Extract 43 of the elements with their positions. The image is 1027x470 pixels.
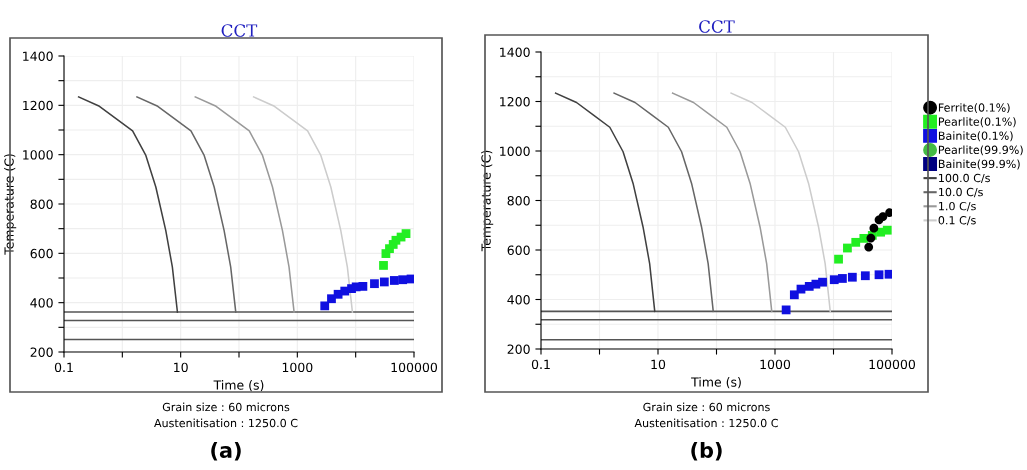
legend-label: Pearlite(99.9%) [938, 145, 1023, 156]
legend-label: 100.0 C/s [939, 173, 990, 184]
x-tick-label: 1000 [760, 359, 791, 370]
y-tick-label: 600 [30, 248, 53, 259]
y-tick-label: 800 [507, 195, 530, 206]
legend-label: Ferrite(0.1%) [938, 103, 1010, 114]
y-axis-title: Temperature (C) [4, 154, 17, 255]
y-tick-label: 200 [30, 347, 53, 357]
y-tick-label: 400 [507, 294, 530, 305]
y-tick-label: 600 [507, 245, 530, 255]
text: Grain size : 60 microns [162, 402, 290, 412]
text: Austenitisation : 1250.0 C [154, 418, 298, 428]
x-axis-title: Time (s) [691, 377, 741, 389]
x-tick-label: 10 [174, 362, 188, 373]
y-tick-label: 1000 [500, 146, 530, 156]
legend-label: Bainite(99.9%) [938, 159, 1020, 170]
text: (b) [691, 441, 722, 461]
chart-title: CCT [221, 24, 258, 37]
x-tick-label: 0.1 [531, 359, 550, 370]
y-tick-label: 400 [30, 298, 53, 308]
x-tick-label: 10 [651, 359, 666, 370]
y-tick-label: 1200 [500, 96, 530, 107]
y-tick-label: 1400 [23, 51, 53, 61]
x-tick-label: 1000 [282, 362, 313, 373]
text: Grain size : 60 microns [643, 402, 770, 412]
y-tick-label: 1200 [23, 100, 53, 111]
legend-label: Pearlite(0.1%) [938, 117, 1016, 128]
y-tick-label: 800 [30, 199, 53, 209]
y-axis-title: Temperature (C) [481, 150, 494, 252]
y-tick-label: 1400 [500, 47, 530, 57]
y-tick-label: 200 [507, 344, 530, 354]
y-tick-label: 1000 [23, 150, 53, 160]
legend-label: Bainite(0.1%) [938, 131, 1013, 142]
legend-label: 10.0 C/s [939, 187, 983, 198]
x-tick-label: 100000 [391, 362, 438, 373]
x-axis-title: Time (s) [213, 380, 264, 392]
legend-label: 1.0 C/s [939, 201, 976, 212]
text: Austenitisation : 1250.0 C [634, 418, 778, 428]
x-tick-label: 100000 [869, 359, 916, 370]
x-tick-label: 0.1 [54, 362, 73, 373]
text: (a) [211, 441, 241, 461]
chart-title: CCT [699, 20, 735, 33]
legend-label: 0.1 C/s [938, 216, 976, 226]
